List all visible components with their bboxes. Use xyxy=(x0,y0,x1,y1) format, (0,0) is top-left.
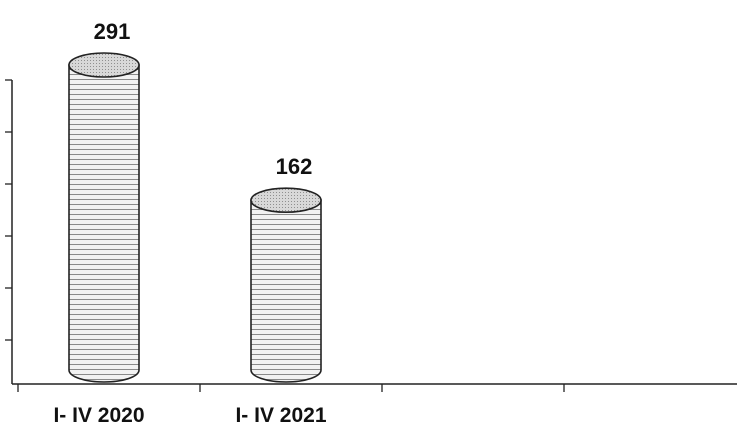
bar xyxy=(68,52,140,383)
bar xyxy=(250,187,322,383)
bar-body xyxy=(250,199,322,383)
x-tick-label: I- IV 2021 xyxy=(235,404,326,427)
chart-labels: 291 I- IV 2020 162 I- IV 2021 xyxy=(53,19,326,427)
bar-top-cap xyxy=(250,187,322,214)
chart-bars xyxy=(68,52,322,383)
data-label: 291 xyxy=(94,19,131,44)
bar-body xyxy=(68,64,140,383)
data-label: 162 xyxy=(276,154,313,179)
chart-axes xyxy=(5,79,737,392)
bar-top-cap xyxy=(68,52,140,78)
x-tick-label: I- IV 2020 xyxy=(53,404,144,427)
